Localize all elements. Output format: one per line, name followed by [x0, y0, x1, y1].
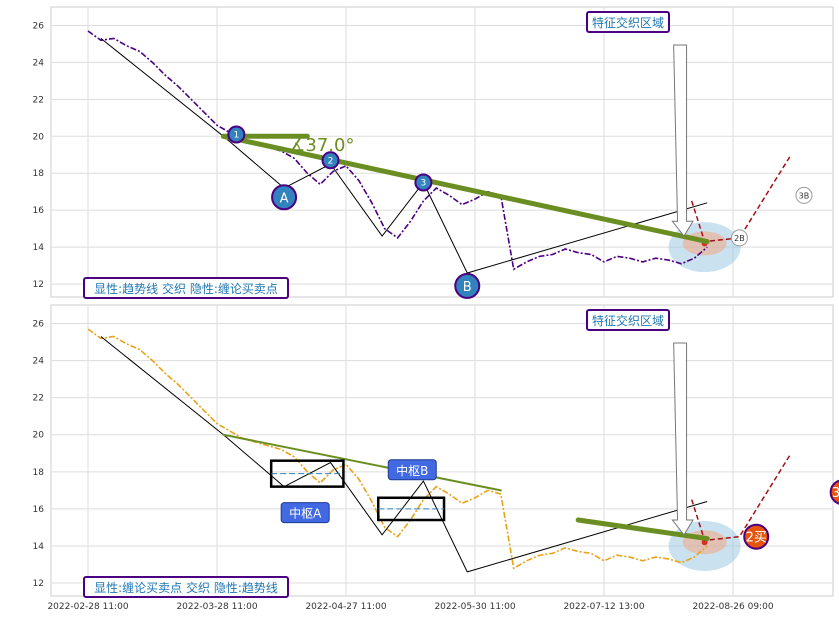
- point-label: 3买: [832, 486, 839, 501]
- trend-line: [220, 133, 710, 245]
- zhongshu-label: 中枢B: [396, 463, 428, 478]
- price-line: [87, 30, 708, 271]
- x-tick-label: 2022-08-26 09:00: [692, 602, 773, 612]
- annotation-box: [586, 11, 670, 33]
- x-tick-label: 2022-03-28 11:00: [176, 602, 257, 612]
- panel-bottom: [50, 304, 839, 598]
- future-path: [691, 154, 792, 243]
- y-tick-label: 26: [33, 21, 45, 31]
- legend-text: 显性:缠论买卖点 交织 隐性:趋势线: [94, 580, 278, 595]
- zhongshu-label-bg: [387, 459, 437, 481]
- future-path: [691, 452, 792, 542]
- trend-line: [222, 433, 502, 492]
- y-tick-label: 22: [33, 95, 44, 105]
- point-label: 1: [233, 130, 239, 140]
- annotation-text: 特征交织区域: [592, 15, 664, 30]
- legend-box: [83, 277, 289, 299]
- point-label: 2: [328, 156, 334, 166]
- annotation-box: [586, 309, 670, 331]
- y-tick-label: 18: [33, 468, 45, 478]
- y-tick-label: 22: [33, 394, 44, 404]
- price-line: [87, 328, 708, 570]
- y-tick-label: 16: [33, 206, 45, 216]
- legend-text: 显性:趋势线 交织 隐性:缠论买卖点: [94, 281, 278, 296]
- point-marker: [414, 173, 433, 192]
- point-marker: [271, 184, 298, 211]
- point-label: B: [463, 280, 472, 295]
- x-tick-label: 2022-07-12 13:00: [563, 602, 644, 612]
- x-tick-label: 2022-02-28 11:00: [47, 602, 128, 612]
- future-label: 3B: [799, 191, 810, 200]
- zone-arrow: [671, 342, 694, 536]
- y-tick-label: 14: [33, 243, 45, 253]
- point-label: A: [280, 191, 289, 206]
- annotation-text: 特征交织区域: [592, 313, 664, 328]
- y-tick-label: 26: [33, 320, 45, 330]
- y-tick-label: 12: [33, 579, 44, 589]
- trend-thick: [575, 517, 710, 542]
- bi-line: [100, 336, 708, 573]
- point-marker: [743, 523, 770, 550]
- point-label: 2买: [746, 531, 767, 546]
- zone-arrow: [671, 44, 694, 237]
- future-marker: [730, 229, 748, 247]
- panel-top: [50, 6, 834, 299]
- point-marker: [454, 272, 481, 299]
- point-marker: [829, 479, 839, 505]
- point-marker: [227, 125, 246, 144]
- zhongshu-label: 中枢A: [289, 506, 322, 521]
- y-tick-label: 16: [33, 505, 45, 515]
- x-tick-label: 2022-05-30 11:00: [434, 602, 515, 612]
- point-marker: [321, 151, 340, 170]
- zhongshu-label-bg: [280, 502, 330, 524]
- angle-label: ∡37.0°: [289, 135, 354, 156]
- x-tick-label: 2022-04-27 11:00: [305, 602, 386, 612]
- y-tick-label: 18: [33, 169, 45, 179]
- y-tick-label: 24: [33, 58, 45, 68]
- future-marker: [795, 186, 813, 204]
- point-label: 3: [421, 178, 427, 188]
- y-tick-label: 20: [33, 132, 45, 142]
- legend-box: [83, 576, 289, 598]
- bi-line: [100, 38, 708, 274]
- y-tick-label: 12: [33, 280, 44, 290]
- y-tick-label: 24: [33, 357, 45, 367]
- y-tick-label: 14: [33, 542, 45, 552]
- y-tick-label: 20: [33, 431, 45, 441]
- future-label: 2B: [734, 234, 745, 243]
